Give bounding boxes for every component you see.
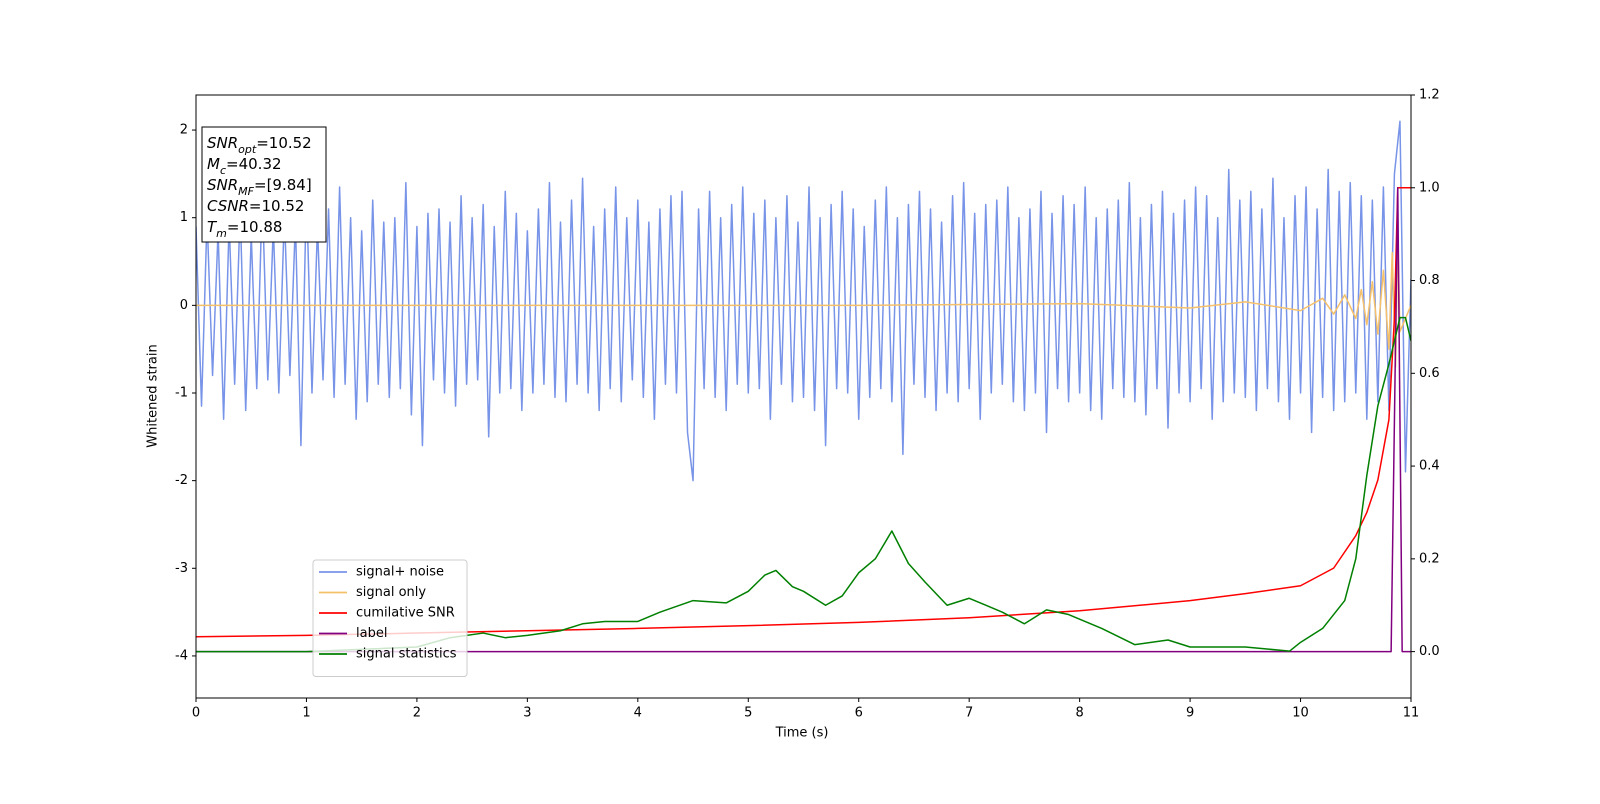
annotation-value: =10.52 xyxy=(256,134,312,152)
annotation-line: Mc=40.32 xyxy=(207,155,282,177)
x-tick-label: 2 xyxy=(413,706,421,721)
y-tick-label: -2 xyxy=(175,473,188,488)
legend-label: signal+ noise xyxy=(356,565,444,580)
y2-tick-label: 0.2 xyxy=(1419,551,1440,566)
annotation-value: =[9.84] xyxy=(254,176,312,194)
series-line xyxy=(196,120,1411,482)
x-tick-label: 1 xyxy=(302,706,310,721)
x-tick-label: 8 xyxy=(1075,706,1083,721)
x-tick-label: 3 xyxy=(523,706,531,721)
plot-area xyxy=(196,120,1411,653)
annotation-frame xyxy=(201,126,327,243)
annotation-box: SNRopt=10.52Mc=40.32SNRMF=[9.84]CSNR=10.… xyxy=(201,126,327,243)
y-tick-label: -4 xyxy=(175,648,188,663)
y-axis-label: Whitened strain xyxy=(146,344,161,447)
x-tick-label: 5 xyxy=(744,706,752,721)
x-tick-label: 4 xyxy=(634,706,642,721)
plot-frame xyxy=(195,94,1412,699)
annotation-line: CSNR=10.52 xyxy=(207,197,304,215)
x-tick-label: 7 xyxy=(965,706,973,721)
x-axis-label: Time (s) xyxy=(775,726,829,741)
annotation-value: =40.32 xyxy=(226,155,282,173)
x-tick-label: 11 xyxy=(1403,706,1420,721)
y-tick-label: -3 xyxy=(175,561,188,576)
y-tick-label: 2 xyxy=(180,123,188,138)
annotation-sub: MF xyxy=(238,185,254,198)
y2-tick-label: 0.6 xyxy=(1419,366,1440,381)
series-line xyxy=(196,234,1411,368)
annotation-line: SNRMF=[9.84] xyxy=(207,176,312,198)
y-tick-label: 1 xyxy=(180,210,188,225)
annotation-main: SNR xyxy=(207,176,238,194)
y2-tick-label: 1.0 xyxy=(1419,180,1440,195)
series-line xyxy=(196,316,1411,653)
annotation-sub: opt xyxy=(238,143,257,156)
annotation-sub: m xyxy=(216,227,227,240)
legend-label: signal statistics xyxy=(356,647,457,662)
y2-tick-label: 0.4 xyxy=(1419,459,1440,474)
y-tick-label: -1 xyxy=(175,385,188,400)
legend-label: label xyxy=(356,626,387,641)
annotation-main: M xyxy=(207,155,220,173)
x-tick-label: 0 xyxy=(192,706,200,721)
annotation-line: SNRopt=10.52 xyxy=(207,134,312,156)
annotation-main: CSNR xyxy=(207,197,249,215)
y2-tick-label: 0.0 xyxy=(1419,644,1440,659)
legend: signal+ noise signal only cumilative SNR la… xyxy=(312,559,468,677)
annotation-main: T xyxy=(207,218,218,236)
legend-label: signal only xyxy=(356,585,426,600)
x-tick-label: 10 xyxy=(1292,706,1309,721)
legend-frame xyxy=(312,559,468,677)
annotation-main: SNR xyxy=(207,134,238,152)
y-tick-label: 0 xyxy=(180,298,188,313)
series-line xyxy=(196,187,1411,653)
legend-label: cumilative SNR xyxy=(356,606,455,621)
annotation-line: Tm=10.88 xyxy=(207,218,282,240)
annotation-value: =10.52 xyxy=(249,197,305,215)
x-tick-label: 6 xyxy=(855,706,863,721)
y2-tick-label: 1.2 xyxy=(1419,88,1440,103)
x-tick-label: 9 xyxy=(1186,706,1194,721)
y2-tick-label: 0.8 xyxy=(1419,273,1440,288)
annotation-value: =10.88 xyxy=(227,218,283,236)
annotation-sub: c xyxy=(220,164,226,177)
